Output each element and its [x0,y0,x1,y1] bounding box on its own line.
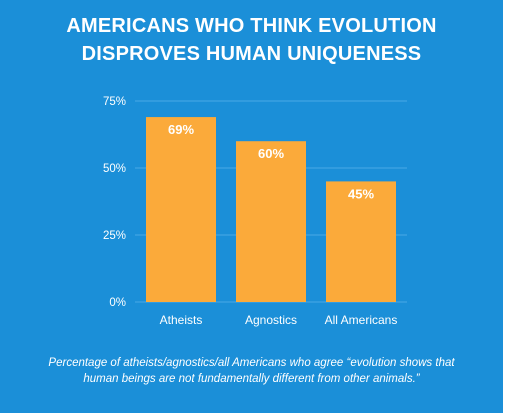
chart-title-line-1: AMERICANS WHO THINK EVOLUTION [66,15,437,37]
y-tick-label: 50% [103,163,126,175]
bar [146,117,216,302]
x-tick-label: Atheists [160,313,203,327]
chart-title: AMERICANS WHO THINK EVOLUTION DISPROVES … [0,12,503,68]
x-tick-label: Agnostics [245,313,297,327]
bar-value-label: 69% [168,122,194,137]
bar [326,181,396,302]
y-tick-label: 25% [103,230,126,242]
bar-value-label: 45% [348,186,374,201]
chart-footnote-line-2: human beings are not fundamentally diffe… [83,373,420,385]
bar [236,141,306,302]
chart-footnote: Percentage of atheists/agnostics/all Ame… [18,355,485,387]
y-tick-label: 75% [103,96,126,108]
bar-value-label: 60% [258,146,284,161]
x-tick-label: All Americans [325,313,398,327]
y-tick-label: 0% [109,297,126,309]
chart-title-line-2: DISPROVES HUMAN UNIQUENESS [81,43,422,65]
chart-footnote-line-1: Percentage of atheists/agnostics/all Ame… [48,357,455,369]
